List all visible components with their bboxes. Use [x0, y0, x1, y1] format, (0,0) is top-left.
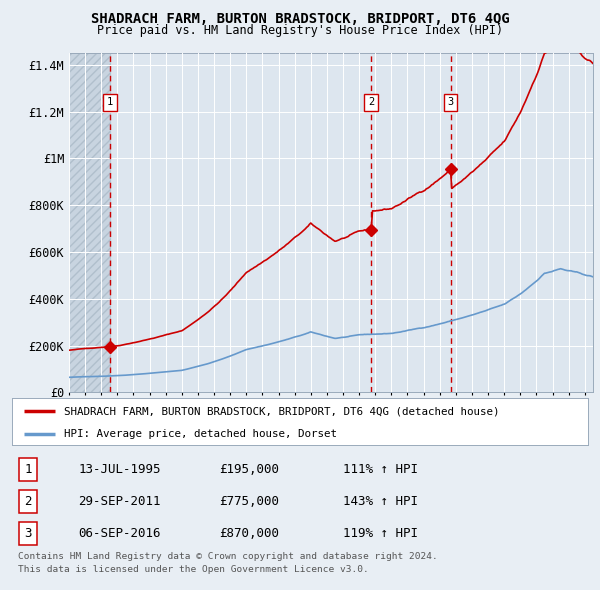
Text: 143% ↑ HPI: 143% ↑ HPI	[343, 495, 418, 508]
Text: 119% ↑ HPI: 119% ↑ HPI	[343, 527, 418, 540]
Text: SHADRACH FARM, BURTON BRADSTOCK, BRIDPORT, DT6 4QG: SHADRACH FARM, BURTON BRADSTOCK, BRIDPOR…	[91, 12, 509, 26]
Text: 06-SEP-2016: 06-SEP-2016	[78, 527, 161, 540]
Bar	[69, 53, 110, 392]
Text: 3: 3	[25, 527, 32, 540]
Text: 13-JUL-1995: 13-JUL-1995	[78, 463, 161, 476]
Text: £870,000: £870,000	[220, 527, 280, 540]
Text: Contains HM Land Registry data © Crown copyright and database right 2024.: Contains HM Land Registry data © Crown c…	[18, 552, 438, 561]
Text: 2: 2	[25, 495, 32, 508]
Text: 3: 3	[448, 97, 454, 107]
Text: SHADRACH FARM, BURTON BRADSTOCK, BRIDPORT, DT6 4QG (detached house): SHADRACH FARM, BURTON BRADSTOCK, BRIDPOR…	[64, 407, 499, 417]
Text: £775,000: £775,000	[220, 495, 280, 508]
Text: £195,000: £195,000	[220, 463, 280, 476]
Text: 111% ↑ HPI: 111% ↑ HPI	[343, 463, 418, 476]
Text: This data is licensed under the Open Government Licence v3.0.: This data is licensed under the Open Gov…	[18, 565, 369, 574]
Text: 2: 2	[368, 97, 374, 107]
Text: Price paid vs. HM Land Registry's House Price Index (HPI): Price paid vs. HM Land Registry's House …	[97, 24, 503, 37]
Text: HPI: Average price, detached house, Dorset: HPI: Average price, detached house, Dors…	[64, 429, 337, 438]
Text: 1: 1	[25, 463, 32, 476]
Text: 1: 1	[107, 97, 113, 107]
Text: 29-SEP-2011: 29-SEP-2011	[78, 495, 161, 508]
Bar	[69, 53, 110, 392]
